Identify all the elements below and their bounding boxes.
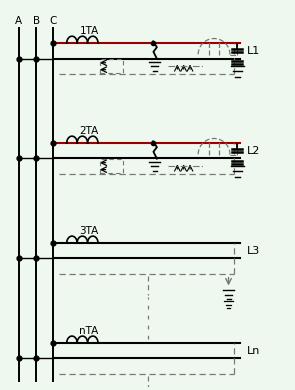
Bar	[100, 60, 123, 73]
Text: L1: L1	[248, 46, 260, 56]
Text: C: C	[50, 16, 57, 26]
Text: L2: L2	[248, 146, 261, 156]
Bar	[100, 160, 123, 173]
Text: Ln: Ln	[248, 346, 261, 356]
Text: A: A	[15, 16, 22, 26]
Text: 3TA: 3TA	[79, 226, 99, 236]
Text: B: B	[32, 16, 40, 26]
Text: 2TA: 2TA	[79, 126, 99, 136]
Text: L3: L3	[248, 246, 260, 256]
Text: nTA: nTA	[79, 326, 99, 336]
Text: 1TA: 1TA	[79, 26, 99, 36]
